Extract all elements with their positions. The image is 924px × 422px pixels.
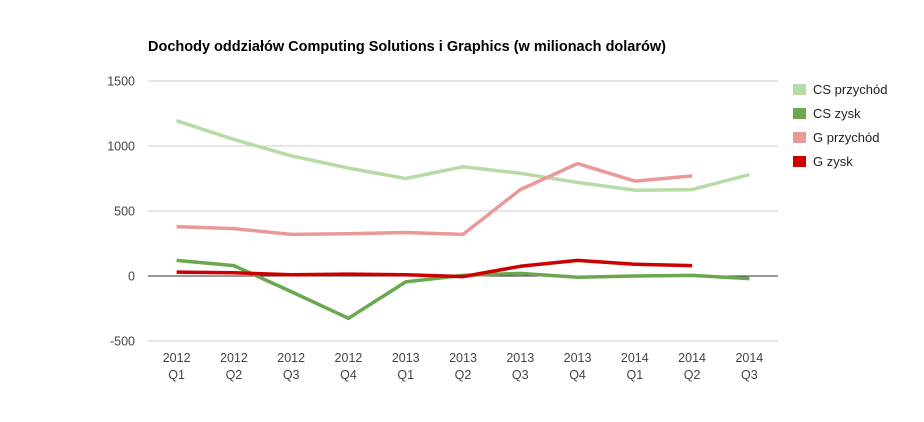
series-line-g-zysk (176, 258, 693, 279)
y-tick-label: 500 (114, 205, 135, 219)
x-tick-label: 2013 Q1 (392, 351, 420, 382)
x-tick-label: 2013 Q3 (506, 351, 534, 382)
legend-swatch (793, 84, 806, 95)
x-tick-label: 2014 Q3 (735, 351, 763, 382)
legend-label: G zysk (813, 154, 853, 169)
legend-swatch (793, 132, 806, 143)
x-tick-label: 2012 Q4 (335, 351, 363, 382)
y-tick-label: 1000 (107, 140, 135, 154)
legend-label: CS przychód (813, 82, 887, 97)
series-line-cs-zysk (176, 258, 750, 321)
y-tick-label: 1500 (107, 75, 135, 89)
chart-title: Dochody oddziałów Computing Solutions i … (148, 39, 666, 55)
legend-label: CS zysk (813, 106, 861, 121)
x-tick-label: 2012 Q2 (220, 351, 248, 382)
x-tick-label: 2012 Q3 (277, 351, 305, 382)
x-tick-label: 2012 Q1 (163, 351, 191, 382)
legend-swatch (793, 108, 806, 119)
x-tick-label: 2013 Q2 (449, 351, 477, 382)
series-line-g-przychód (176, 161, 693, 237)
y-tick-label: -500 (110, 335, 135, 349)
x-tick-label: 2014 Q2 (678, 351, 706, 382)
y-tick-label: 0 (128, 270, 135, 284)
legend-swatch (793, 156, 806, 167)
x-tick-label: 2014 Q1 (621, 351, 649, 382)
legend-label: G przychód (813, 130, 879, 145)
x-tick-label: 2013 Q4 (564, 351, 592, 382)
series-line-cs-przychód (176, 119, 750, 192)
